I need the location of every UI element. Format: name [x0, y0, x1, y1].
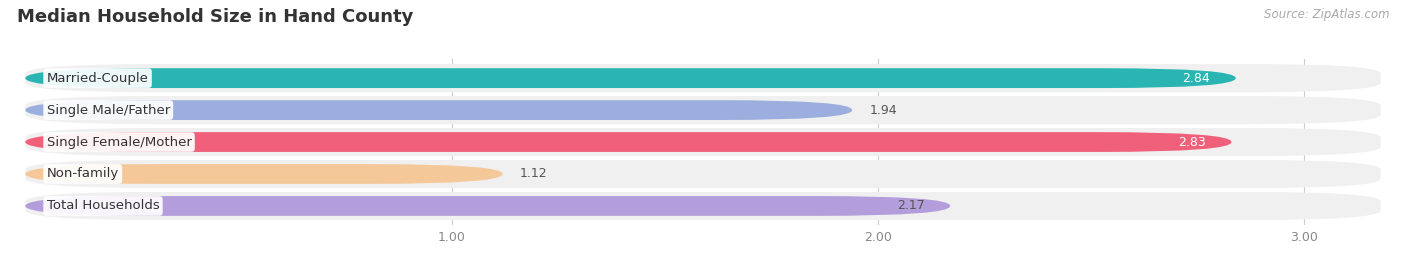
Text: Source: ZipAtlas.com: Source: ZipAtlas.com [1264, 8, 1389, 21]
Text: 2.17: 2.17 [897, 199, 925, 213]
FancyBboxPatch shape [25, 164, 503, 184]
Text: Single Female/Mother: Single Female/Mother [46, 136, 191, 148]
Text: Median Household Size in Hand County: Median Household Size in Hand County [17, 8, 413, 26]
Text: Married-Couple: Married-Couple [46, 72, 149, 85]
FancyBboxPatch shape [25, 196, 950, 216]
Text: 1.94: 1.94 [869, 104, 897, 117]
FancyBboxPatch shape [25, 128, 1381, 156]
FancyBboxPatch shape [25, 68, 1236, 88]
Text: 2.84: 2.84 [1182, 72, 1211, 85]
FancyBboxPatch shape [25, 100, 852, 120]
FancyBboxPatch shape [25, 132, 1232, 152]
FancyBboxPatch shape [25, 64, 1381, 92]
FancyBboxPatch shape [25, 192, 1381, 220]
Text: 2.83: 2.83 [1178, 136, 1206, 148]
FancyBboxPatch shape [25, 96, 1381, 124]
Text: Non-family: Non-family [46, 168, 120, 180]
FancyBboxPatch shape [25, 160, 1381, 188]
Text: Total Households: Total Households [46, 199, 159, 213]
Text: Single Male/Father: Single Male/Father [46, 104, 170, 117]
Text: 1.12: 1.12 [520, 168, 547, 180]
